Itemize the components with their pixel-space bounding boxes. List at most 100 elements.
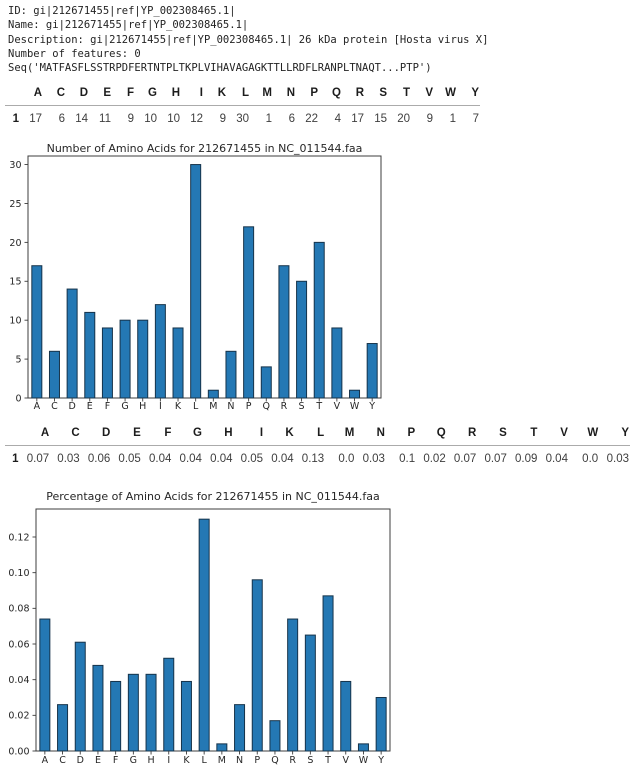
x-tick-label: F <box>105 401 110 412</box>
x-tick-label: G <box>121 401 128 412</box>
count-table-column-header: A <box>20 82 43 106</box>
bar-A <box>39 618 51 752</box>
count-table-row-index: 1 <box>12 113 19 125</box>
percent-table-cell: 0.0 <box>582 453 599 465</box>
bar-N <box>234 704 246 752</box>
percent-table-column-header: D <box>80 422 112 446</box>
count-table-cell: 12 <box>190 113 203 125</box>
x-tick-label: R <box>281 401 288 412</box>
bar-K <box>180 680 192 752</box>
x-tick-label: W <box>350 401 360 412</box>
count-table-cell: 10 <box>144 113 157 125</box>
count-table-column-header: F <box>112 82 135 106</box>
percent-table-cell: 0.07 <box>484 453 507 465</box>
count-table-cell: 9 <box>426 113 433 125</box>
bar-V <box>331 327 343 399</box>
percent-table-cell: 0.04 <box>271 453 294 465</box>
bar-K <box>172 327 184 399</box>
x-tick-label: E <box>95 755 101 766</box>
bar-W <box>357 743 369 752</box>
bar-A <box>31 265 43 399</box>
x-tick-label: L <box>193 401 199 412</box>
x-tick-label: C <box>51 401 58 412</box>
bar-C <box>48 350 60 399</box>
x-tick-label: Q <box>271 755 278 766</box>
x-tick-label: K <box>175 401 182 412</box>
percent-table-column-header: R <box>446 422 478 446</box>
percent-table-column-header: V <box>538 422 569 446</box>
percent-table-column-header: Y <box>599 422 630 446</box>
percent-table-cell: 0.04 <box>545 453 568 465</box>
percent-table-column-header: K <box>264 422 295 446</box>
count-table-column-header: L <box>227 82 250 106</box>
bar-E <box>92 664 104 752</box>
percent-table-column-header: M <box>325 422 356 446</box>
y-tick-label: 0.10 <box>8 568 29 579</box>
bar-V <box>340 680 352 752</box>
count-table-cell: 11 <box>99 113 111 125</box>
bar-H <box>137 319 149 399</box>
x-tick-label: F <box>113 755 118 766</box>
x-tick-label: C <box>59 755 66 766</box>
count-table-cell: 17 <box>29 113 42 125</box>
bar-L <box>190 164 202 399</box>
count-table-column-header: E <box>89 82 112 106</box>
percent-table-cell: 0.04 <box>210 453 233 465</box>
percent-table-column-header: W <box>568 422 600 446</box>
bar-C <box>57 704 69 752</box>
count-table-column-header: Q <box>319 82 342 106</box>
percent-table-column-header: T <box>507 422 539 446</box>
bar-M <box>207 389 219 399</box>
count-table-column-header: Y <box>457 82 480 106</box>
x-tick-label: P <box>246 401 252 412</box>
count-table-column-header: V <box>411 82 434 106</box>
y-tick-label: 10 <box>9 316 21 327</box>
seq-features-line: Number of features: 0 <box>8 47 141 60</box>
bar-Y <box>366 343 378 399</box>
percent-table-cell: 0.03 <box>606 453 629 465</box>
x-tick-label: M <box>218 755 226 766</box>
percent-table-cell: 0.06 <box>87 453 111 465</box>
x-tick-label: I <box>167 755 170 766</box>
x-tick-label: E <box>87 401 93 412</box>
percent-table-column-header: H <box>202 422 234 446</box>
x-tick-label: T <box>315 401 322 412</box>
percent-table-column-header: E <box>111 422 142 446</box>
bar-R <box>287 618 299 752</box>
count-table-column-header: N <box>273 82 296 106</box>
bar-Q <box>269 720 281 752</box>
x-tick-label: H <box>147 755 154 766</box>
x-tick-label: R <box>289 755 296 766</box>
bar-E <box>84 311 96 399</box>
y-tick-label: 20 <box>9 238 21 249</box>
count-table-index-header <box>5 82 20 106</box>
count-table-cell: 10 <box>167 113 180 125</box>
x-tick-label: M <box>209 401 217 412</box>
count-table-cell: 9 <box>127 113 134 125</box>
y-tick-label: 15 <box>9 277 21 288</box>
percent-table-cell: 0.03 <box>362 453 385 465</box>
percent-table-column-header: I <box>233 422 265 446</box>
x-tick-label: V <box>334 401 341 412</box>
count-table-data-row: 1 17 6 14 11 9 10 10 12 9 30 1 6 22 4 17 15 20 9 1 7 <box>5 106 480 132</box>
count-table-cell: 14 <box>75 113 88 125</box>
count-table-column-header: G <box>135 82 158 106</box>
seq-name-line: Name: gi|212671455|ref|YP_002308465.1| <box>8 19 249 32</box>
y-tick-label: 0.12 <box>8 532 29 543</box>
count-table-cell: 17 <box>351 113 364 125</box>
x-tick-label: D <box>77 755 84 766</box>
count-table-cell: 15 <box>374 113 387 125</box>
x-tick-label: L <box>202 755 208 766</box>
x-tick-label: Y <box>368 401 375 412</box>
bar-M <box>216 743 228 752</box>
bar-S <box>304 634 316 752</box>
percent-table-column-header: A <box>19 422 51 446</box>
seq-sequence-line: Seq('MATFASFLSSTRPDFERTNTPLTKPLVIHAVAGAG… <box>8 62 432 75</box>
percent-table-cell: 0.05 <box>240 453 264 465</box>
bar-N <box>225 350 237 399</box>
x-tick-label: W <box>359 755 369 766</box>
x-tick-label: N <box>236 755 243 766</box>
count-table-cell: 6 <box>288 113 295 125</box>
